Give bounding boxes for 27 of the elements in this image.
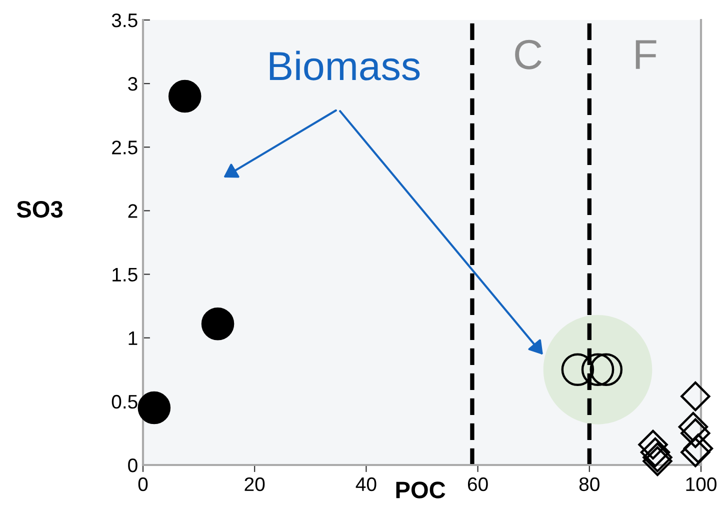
point — [678, 412, 708, 442]
y-tick-label: 1 — [128, 332, 138, 345]
annotation: Biomass — [270, 50, 420, 80]
ref-line-label: C — [515, 40, 542, 70]
y-tick-label: 1.5 — [112, 268, 138, 282]
point — [680, 418, 710, 448]
point — [138, 391, 171, 424]
x-tick-label: 60 — [468, 477, 488, 492]
point — [168, 80, 202, 113]
ref-line-label: F — [636, 40, 656, 69]
y-axis-title: SO3 — [16, 200, 63, 218]
x-tick-label: 40 — [356, 477, 376, 492]
x-tick-label: 80 — [579, 477, 600, 492]
x-axis-title: POC — [396, 482, 446, 498]
point — [640, 437, 670, 468]
y-tick-label: 0.5 — [112, 394, 138, 409]
point — [680, 381, 710, 412]
x-tick-label: 20 — [244, 477, 265, 492]
y-tick-label: 2 — [128, 204, 138, 218]
y-tick-label: 3 — [128, 77, 138, 91]
point — [638, 430, 668, 460]
y-tick-label: 3.5 — [112, 13, 138, 28]
y-tick-label: 2.5 — [112, 140, 138, 154]
y-tick-label: 0 — [128, 458, 138, 472]
point — [201, 307, 234, 340]
x-tick-label: 100 — [686, 477, 716, 492]
x-tick-label: 0 — [138, 477, 148, 492]
